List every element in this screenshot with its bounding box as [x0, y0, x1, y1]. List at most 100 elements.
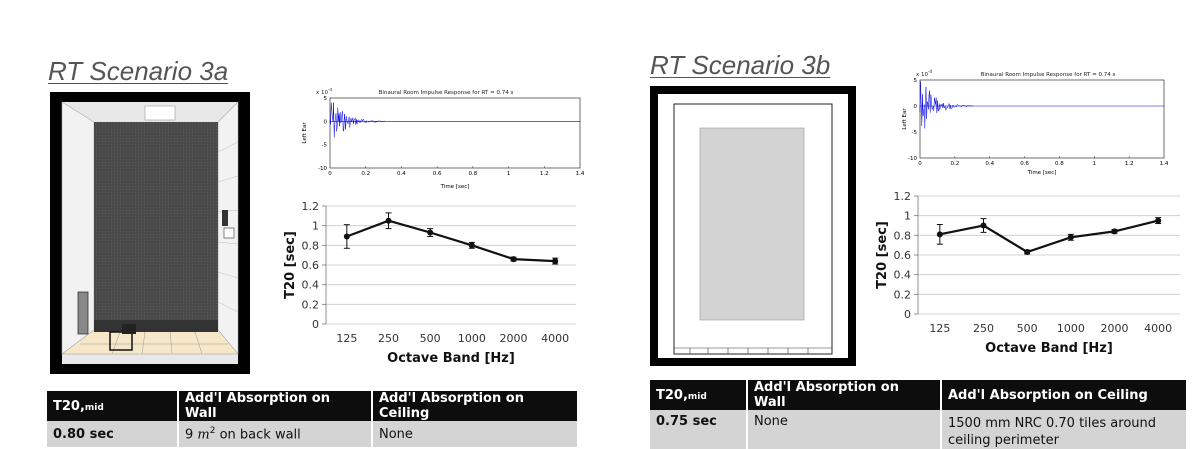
x-tick-label: 2000 — [1101, 322, 1129, 335]
data-point — [1155, 217, 1162, 224]
ir-xtick: 0.4 — [985, 161, 994, 167]
t20-chart: 0 0.2 0.4 0.6 0.8 1 1.2 125 250 500 1000 2000 4000 T2… — [283, 200, 576, 366]
data-point — [385, 217, 392, 224]
cell-wall: None — [747, 410, 942, 449]
data-point — [343, 233, 350, 240]
y-tick-label: 0.6 — [894, 249, 912, 262]
ir-ytick: 0 — [914, 104, 918, 110]
data-point — [936, 231, 943, 238]
room-plan — [650, 86, 856, 366]
data-point — [980, 222, 987, 229]
col-header-ceiling: Add'l Absorption on Ceiling — [372, 391, 579, 421]
ir-ytick: -10 — [318, 166, 327, 172]
ir-xtick: 0 — [328, 171, 332, 177]
y-tick-label: 0.6 — [302, 259, 320, 272]
x-tick-label: 250 — [378, 332, 399, 345]
ir-ytick: 5 — [324, 96, 328, 102]
scenario-table: T20,mid Add'l Absorption on Wall Add'l A… — [650, 380, 1188, 449]
slide-scenario-3b: RT Scenario 3b Binaural Room Impulse Res… — [604, 0, 1204, 449]
ir-xlabel: Time [sec] — [1027, 170, 1057, 176]
data-point — [510, 256, 517, 263]
ir-title: Binaural Room Impulse Response for RT = … — [379, 90, 514, 96]
y-tick-label: 0.2 — [302, 298, 320, 311]
x-axis-label: Octave Band [Hz] — [387, 351, 515, 366]
room-render — [50, 92, 250, 374]
col-header-t20: T20,mid — [47, 391, 179, 421]
ir-scale: x 10-4 — [916, 69, 932, 78]
ir-ytick: -5 — [912, 130, 918, 136]
col-header-ceiling: Add'l Absorption on Ceiling — [941, 380, 1188, 410]
x-axis-label: Octave Band [Hz] — [985, 341, 1113, 356]
ir-xtick: 0 — [918, 161, 922, 167]
ir-ylabel: Left Ear — [902, 108, 908, 130]
ir-xtick: 1.2 — [1125, 161, 1134, 167]
ir-ytick: 5 — [914, 78, 918, 84]
y-tick-label: 1 — [904, 210, 911, 223]
scenario-table: T20,mid Add'l Absorption on Wall Add'l A… — [47, 391, 579, 447]
x-tick-label: 4000 — [1144, 322, 1172, 335]
ir-xtick: 1.4 — [576, 171, 585, 177]
x-tick-label: 4000 — [541, 332, 569, 345]
room-ceiling-plan — [650, 86, 856, 366]
cell-wall: 9 m2 on back wall — [178, 421, 373, 447]
slide-scenario-3a: RT Scenario 3a — [0, 0, 600, 449]
y-axis-label: T20 [sec] — [283, 231, 298, 299]
slide-title: RT Scenario 3a — [48, 56, 229, 86]
col-header-wall: Add'l Absorption on Wall — [747, 380, 942, 410]
series-line — [939, 219, 1159, 254]
y-tick-label: 1 — [312, 220, 319, 233]
ir-xtick: 0.2 — [361, 171, 370, 177]
y-tick-label: 0.4 — [894, 269, 912, 282]
y-tick-label: 1.2 — [302, 200, 320, 213]
y-tick-label: 0 — [904, 308, 911, 321]
x-tick-label: 125 — [929, 322, 950, 335]
y-tick-label: 0 — [312, 318, 319, 331]
data-point — [427, 229, 434, 236]
y-tick-label: 0.2 — [894, 288, 912, 301]
ir-scale: x 10-4 — [316, 88, 332, 96]
ir-ytick: 0 — [324, 119, 328, 125]
cell-t20: 0.80 sec — [47, 421, 179, 447]
y-tick-label: 0.4 — [302, 279, 320, 292]
x-tick-label: 250 — [973, 322, 994, 335]
data-point — [468, 242, 475, 249]
data-point — [1024, 249, 1031, 256]
cell-ceiling: None — [372, 421, 579, 447]
impulse-response-plot: Binaural Room Impulse Response for RT = … — [302, 88, 585, 190]
y-tick-label: 1.2 — [894, 190, 912, 203]
impulse-response-plot: Binaural Room Impulse Response for RT = … — [902, 69, 1169, 176]
data-point — [1111, 228, 1118, 235]
ir-xtick: 1 — [1093, 161, 1097, 167]
ir-xlabel: Time [sec] — [440, 184, 470, 190]
x-tick-label: 500 — [1017, 322, 1038, 335]
ir-xtick: 0.6 — [1020, 161, 1029, 167]
data-point — [552, 258, 559, 265]
col-header-t20: T20,mid — [650, 380, 748, 410]
cell-ceiling: 1500 mm NRC 0.70 tiles around ceiling pe… — [941, 410, 1188, 449]
ir-xtick: 0.8 — [468, 171, 477, 177]
x-tick-label: 1000 — [1057, 322, 1085, 335]
t20-chart: 0 0.2 0.4 0.6 0.8 1 1.2 125 250 500 1000 2000 4000 T2… — [875, 190, 1180, 356]
ir-xtick: 1 — [507, 171, 511, 177]
room-3d-illustration — [50, 92, 250, 374]
ir-xtick: 1.4 — [1160, 161, 1169, 167]
x-tick-label: 1000 — [458, 332, 486, 345]
ir-ylabel: Left Ear — [302, 122, 308, 144]
slide-title: RT Scenario 3b — [650, 50, 831, 80]
y-tick-label: 0.8 — [302, 239, 320, 252]
series-line — [346, 219, 556, 263]
ir-xtick: 0.6 — [433, 171, 442, 177]
cell-t20: 0.75 sec — [650, 410, 748, 449]
ir-title: Binaural Room Impulse Response for RT = … — [981, 72, 1116, 78]
x-tick-label: 125 — [336, 332, 357, 345]
ir-ytick: -5 — [322, 143, 328, 149]
data-point — [1067, 234, 1074, 241]
x-tick-label: 2000 — [500, 332, 528, 345]
ir-xtick: 1.2 — [540, 171, 549, 177]
y-axis-label: T20 [sec] — [875, 221, 890, 289]
y-tick-label: 0.8 — [894, 229, 912, 242]
ir-xtick: 0.2 — [950, 161, 959, 167]
col-header-wall: Add'l Absorption on Wall — [178, 391, 373, 421]
ir-xtick: 0.8 — [1055, 161, 1064, 167]
x-tick-label: 500 — [420, 332, 441, 345]
